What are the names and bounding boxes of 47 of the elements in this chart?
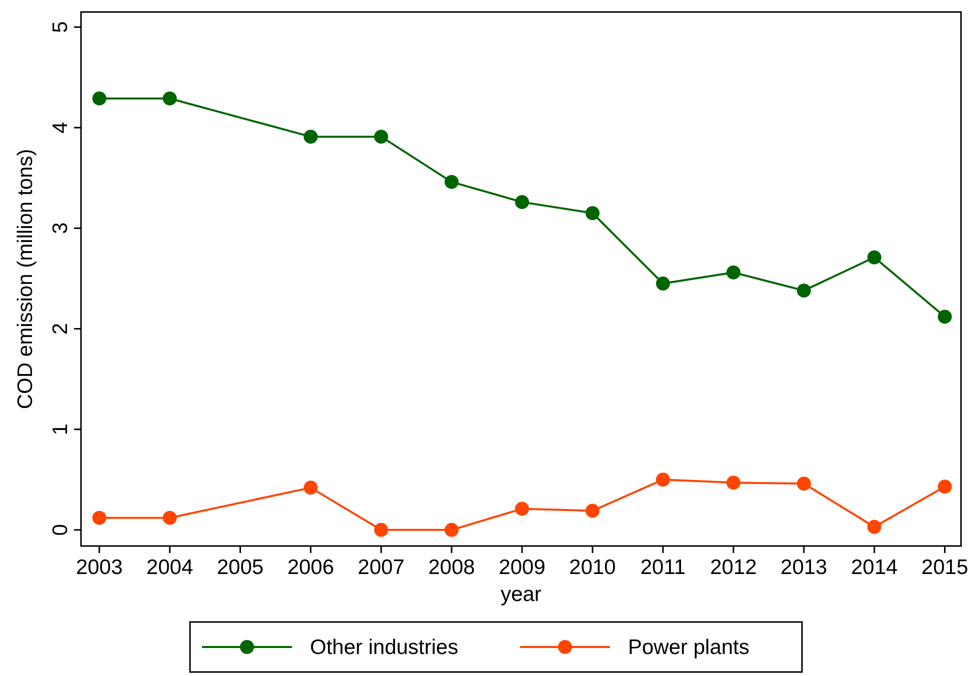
x-tick-label: 2005 [216,556,264,579]
y-tick-label: 4 [49,121,72,134]
point [726,476,740,490]
x-tick-label: 2003 [76,556,123,579]
x-axis-title: year [500,583,542,606]
point [586,504,600,518]
x-tick-label: 2014 [850,556,898,579]
point [374,522,388,537]
point [444,522,459,537]
point [444,174,459,189]
point [162,510,177,525]
point [304,130,318,144]
point [796,476,811,491]
point [586,206,600,220]
y-tick-label: 3 [49,222,72,234]
point [656,472,670,487]
x-tick-label: 2011 [640,556,686,579]
x-tick-label: 2007 [358,556,405,579]
x-tick-label: 2009 [498,556,546,579]
x-tick-label: 2013 [780,556,828,579]
point [726,265,740,280]
point [92,91,106,106]
x-tick-label: 2015 [921,556,968,579]
y-axis-title: COD emission (million tons) [14,148,37,410]
point [796,284,811,298]
point [867,250,882,264]
point [304,480,318,495]
x-tick-label: 2012 [710,556,757,579]
legend-label: Power plants [628,636,750,659]
point [374,130,388,144]
y-tick-label: 1 [49,424,72,436]
y-tick-label: 0 [49,524,72,536]
point [515,502,530,516]
legend-label: Other industries [310,636,458,659]
x-tick-label: 2006 [287,556,334,579]
x-tick-label: 2010 [569,556,616,579]
y-tick-label: 5 [49,21,72,33]
point [656,276,670,291]
x-tick-label: 2004 [146,556,194,579]
point [938,310,952,324]
point [92,510,106,525]
point [938,480,952,494]
point [515,195,530,210]
point [867,520,882,534]
y-tick-label: 2 [49,322,72,335]
x-tick-label: 2008 [428,556,475,579]
point [162,91,177,106]
